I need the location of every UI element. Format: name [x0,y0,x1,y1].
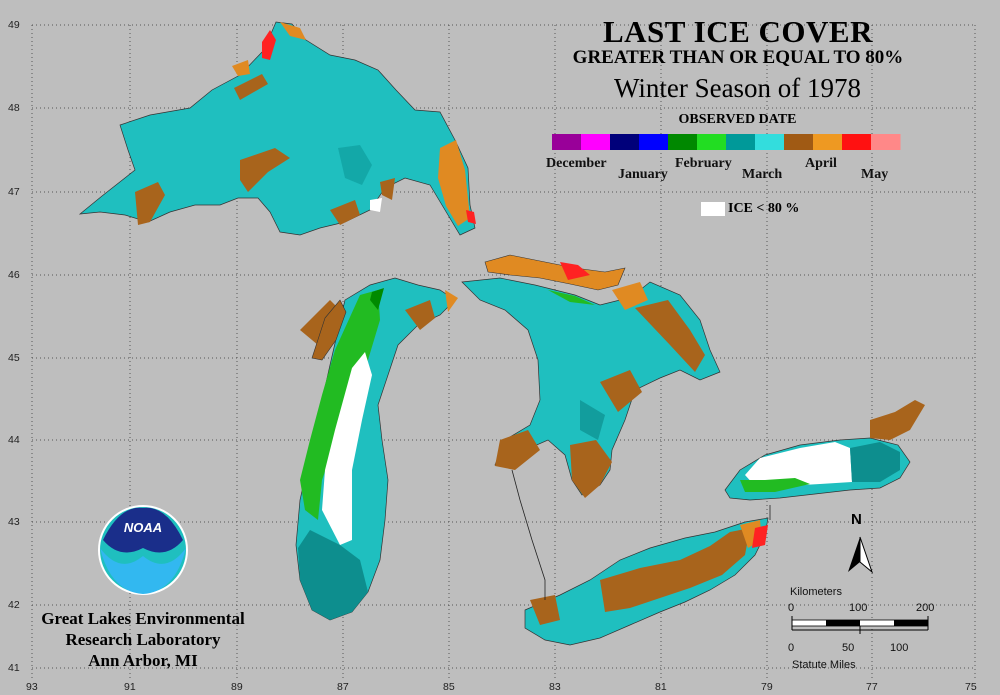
lon-label: 93 [26,681,38,693]
ice-lt-80-swatch [701,202,725,216]
lake-michigan [295,277,458,621]
legend-swatch-april [813,134,843,150]
scale-bar [791,616,929,634]
lat-label: 43 [8,516,20,528]
legend-label-january: January [618,167,668,182]
scale-km-tick: 200 [916,602,935,614]
lat-label: 44 [8,434,20,446]
lon-label: 91 [124,681,136,693]
coastlines [511,469,771,600]
legend-label-march: March [742,167,783,182]
north-arrow-icon [848,536,874,574]
legend-heading: OBSERVED DATE [678,112,797,127]
lon-label: 89 [231,681,243,693]
legend-swatch-february [697,134,727,150]
legend-swatch-may [842,134,872,150]
lat-label: 42 [8,599,20,611]
north-channel [484,254,626,305]
legend-swatch-december [581,134,611,150]
lon-label: 75 [965,681,977,693]
lon-label: 77 [866,681,878,693]
legend-swatch-february [668,134,698,150]
lake-huron [461,277,721,498]
lake-superior [78,21,476,236]
map-title: LAST ICE COVER [602,14,873,49]
lat-label: 45 [8,352,20,364]
legend-swatch-january [639,134,669,150]
legend-swatch-december [552,134,582,150]
lat-label: 48 [8,102,20,114]
scale-mi-tick: 100 [890,642,909,654]
lon-label: 85 [443,681,455,693]
legend-colorbar [552,134,901,150]
noaa-logo-text: NOAA [123,520,163,535]
lon-label: 79 [761,681,773,693]
org-line-2: Research Laboratory [65,630,221,649]
map-subtitle: GREATER THAN OR EQUAL TO 80% [572,47,904,68]
lat-label: 49 [8,19,20,31]
lat-label: 41 [8,662,20,674]
scale-mi-tick: 50 [842,642,855,654]
legend-swatch-april [784,134,814,150]
lake-ontario [724,400,925,501]
green-bay [311,299,347,361]
scale-mi-label: Statute Miles [792,659,856,671]
legend-swatch-january [610,134,640,150]
legend-label-may: May [861,167,889,182]
lon-label: 83 [549,681,561,693]
legend-swatch-may [871,134,901,150]
lon-label: 81 [655,681,667,693]
org-line-1: Great Lakes Environmental [41,609,245,628]
noaa-logo [98,505,188,595]
org-line-3: Ann Arbor, MI [88,651,198,670]
legend-swatch-march [755,134,785,150]
north-label: N [851,511,862,528]
legend-label-february: February [675,156,732,171]
scale-mi-tick: 0 [788,642,795,654]
season-title: Winter Season of 1978 [613,73,862,103]
lake-erie [524,517,769,646]
legend-label-april: April [805,156,837,171]
scale-km-label: Kilometers [790,586,842,598]
scale-km-tick: 100 [849,602,868,614]
legend-label-december: December [546,156,607,171]
lat-label: 47 [8,186,20,198]
scale-km-tick: 0 [788,602,795,614]
lon-label: 87 [337,681,349,693]
legend-swatch-march [726,134,756,150]
lat-label: 46 [8,269,20,281]
ice-lt-80-label: ICE < 80 % [728,201,800,216]
